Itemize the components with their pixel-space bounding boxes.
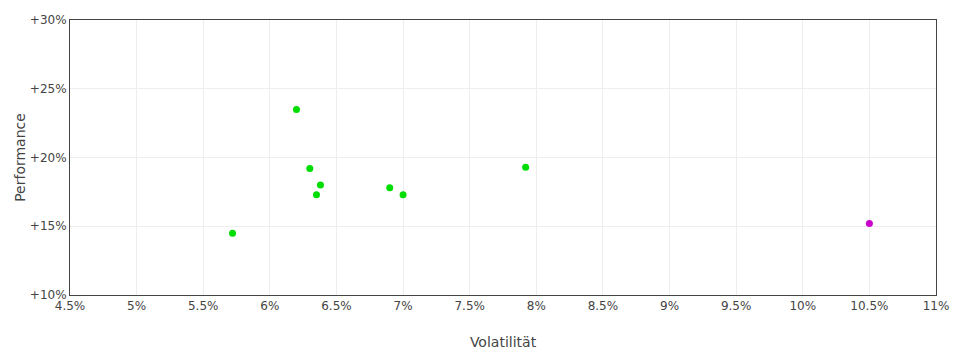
svg-text:8.5%: 8.5% — [588, 299, 619, 313]
svg-text:+30%: +30% — [30, 13, 67, 27]
svg-text:9.5%: 9.5% — [721, 299, 752, 313]
svg-text:+25%: +25% — [30, 82, 67, 96]
svg-text:8%: 8% — [527, 299, 546, 313]
svg-text:10.5%: 10.5% — [850, 299, 888, 313]
svg-text:6%: 6% — [260, 299, 279, 313]
svg-text:11%: 11% — [923, 299, 950, 313]
svg-text:+10%: +10% — [30, 288, 67, 302]
svg-text:7%: 7% — [394, 299, 413, 313]
svg-text:5.5%: 5.5% — [188, 299, 219, 313]
svg-text:10%: 10% — [789, 299, 816, 313]
svg-text:7.5%: 7.5% — [454, 299, 485, 313]
svg-text:+15%: +15% — [30, 219, 67, 233]
svg-text:+20%: +20% — [30, 151, 67, 165]
svg-text:Performance: Performance — [12, 113, 28, 202]
svg-text:9%: 9% — [660, 299, 679, 313]
svg-text:5%: 5% — [127, 299, 146, 313]
svg-text:Volatilität: Volatilität — [470, 334, 537, 350]
svg-text:6.5%: 6.5% — [321, 299, 352, 313]
svg-text:4.5%: 4.5% — [55, 299, 86, 313]
